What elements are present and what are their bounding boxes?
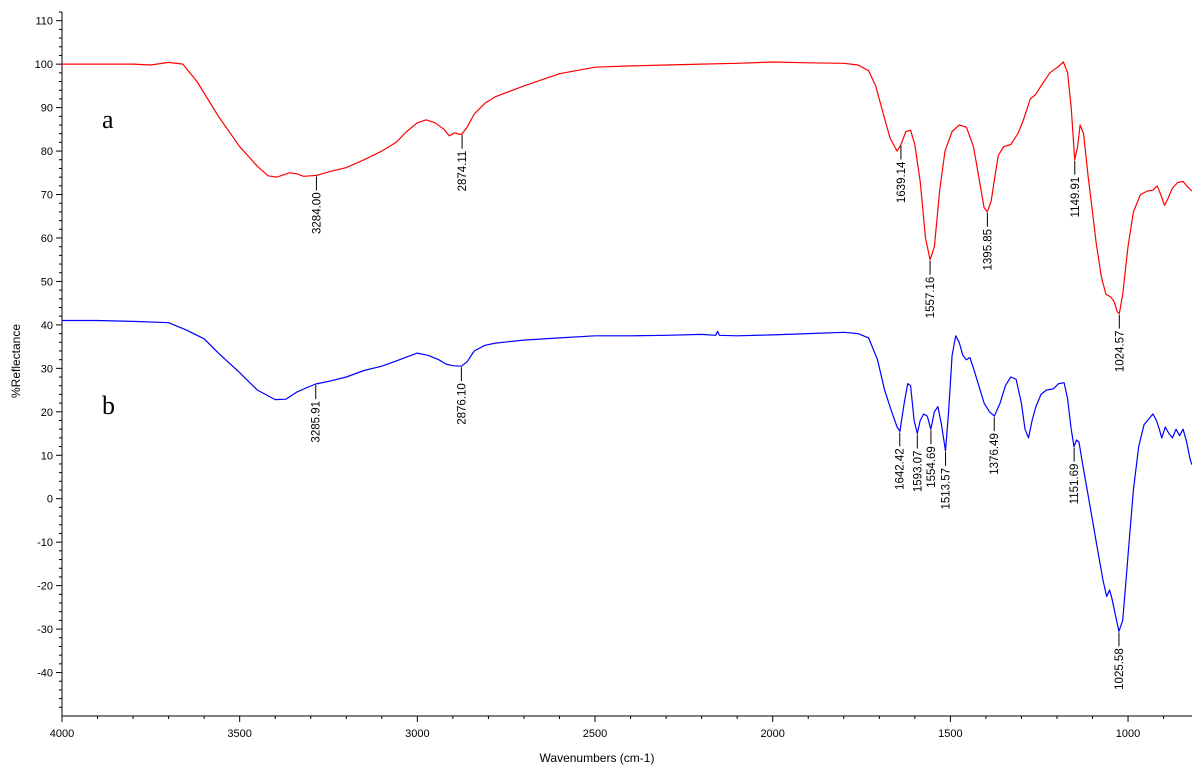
y-tick-label: 80 [41, 146, 53, 158]
x-tick-label: 1000 [1116, 728, 1140, 740]
y-tick-label: 40 [41, 320, 53, 332]
y-tick-label: 110 [35, 16, 53, 28]
x-tick-label: 2500 [583, 728, 607, 740]
peak-label: 3285.91 [311, 401, 323, 443]
peak-label: 1376.49 [989, 433, 1001, 475]
y-tick-label: 0 [47, 494, 53, 506]
y-tick-label: 90 [41, 103, 53, 115]
peak-label: 1557.16 [925, 277, 937, 319]
peak-label: 1149.91 [1070, 177, 1082, 218]
curve-label-b: b [102, 391, 115, 420]
y-axis-title: %Reflectance [9, 324, 23, 398]
peak-label: 1151.69 [1069, 464, 1081, 505]
spectrum-line-a [62, 61, 1192, 315]
peak-label: 1554.69 [926, 446, 938, 488]
x-tick-label: 1500 [938, 728, 962, 740]
y-tick-label: -40 [37, 668, 53, 680]
curve-label-a: a [102, 105, 114, 134]
peak-label: 3284.00 [311, 192, 323, 234]
spectrum-line-b [62, 319, 1192, 632]
axes: 1101009080706050403020100-10-20-30-40400… [35, 11, 1192, 740]
peak-labels-layer: 3284.00 2874.11 1639.14 1557.16 1395.85 1149.… [311, 134, 1126, 690]
y-tick-label: 60 [41, 233, 53, 245]
peak-label: 1593.07 [912, 451, 924, 493]
y-tick-label: -30 [37, 624, 53, 636]
y-tick-label: -20 [37, 581, 53, 593]
y-tick-label: -10 [37, 537, 53, 549]
peak-label: 2876.10 [456, 383, 468, 425]
y-tick-label: 70 [41, 190, 53, 202]
peak-label: 1513.57 [941, 468, 953, 510]
x-axis-title: Wavenumbers (cm-1) [540, 751, 655, 765]
x-tick-label: 3500 [227, 728, 251, 740]
y-tick-label: 50 [41, 276, 53, 288]
y-tick-label: 20 [41, 407, 53, 419]
series-layer [62, 61, 1192, 632]
peak-label: 1025.58 [1114, 648, 1126, 690]
peak-label: 2874.11 [457, 151, 469, 192]
y-tick-label: 30 [41, 363, 53, 375]
x-tick-label: 3000 [405, 728, 429, 740]
peak-label: 1024.57 [1114, 331, 1126, 373]
y-tick-label: 10 [41, 450, 53, 462]
peak-label: 1642.42 [895, 448, 907, 490]
peak-label: 1639.14 [896, 161, 908, 203]
x-tick-label: 4000 [50, 728, 74, 740]
peak-label: 1395.85 [982, 229, 994, 271]
y-tick-label: 100 [35, 59, 53, 71]
x-tick-label: 2000 [760, 728, 784, 740]
